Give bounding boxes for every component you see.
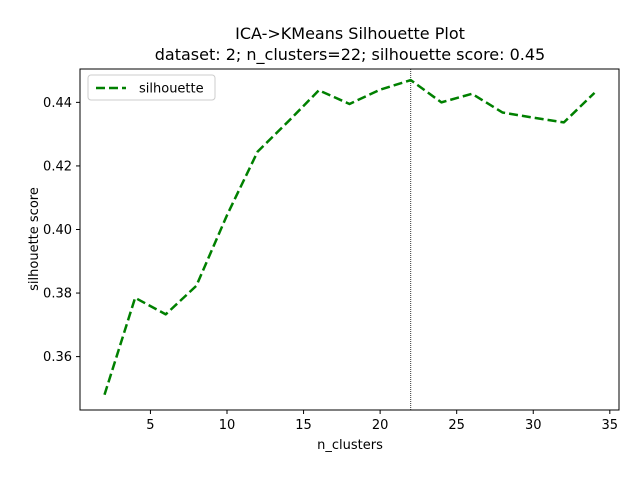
chart-title: ICA->KMeans Silhouette Plot <box>235 24 465 43</box>
x-tick-label: 35 <box>602 418 619 433</box>
y-axis-label: silhouette score <box>27 187 42 291</box>
axes-frame <box>79 68 620 411</box>
x-tick-label: 10 <box>219 418 236 433</box>
y-tick-label: 0.44 <box>43 96 72 111</box>
chart-subtitle: dataset: 2; n_clusters=22; silhouette sc… <box>155 45 545 65</box>
plot-area: 5 10 15 20 25 30 35 0.36 0.38 0.40 0.42 0.44 silhoue… <box>43 68 620 433</box>
x-tick-label: 20 <box>372 418 389 433</box>
y-tick-label: 0.36 <box>43 350 72 365</box>
y-tick-label: 0.38 <box>43 287 72 302</box>
y-tick-label: 0.42 <box>43 159 72 174</box>
legend-box <box>87 74 216 101</box>
x-axis-label: n_clusters <box>317 438 383 453</box>
x-tick-label: 15 <box>295 418 312 433</box>
x-tick-label: 25 <box>448 418 465 433</box>
x-tick-label: 30 <box>525 418 542 433</box>
x-tick-label: 5 <box>146 418 154 433</box>
series-line-silhouette <box>103 78 596 396</box>
y-tick-label: 0.40 <box>43 223 72 238</box>
legend-label: silhouette <box>139 82 204 97</box>
